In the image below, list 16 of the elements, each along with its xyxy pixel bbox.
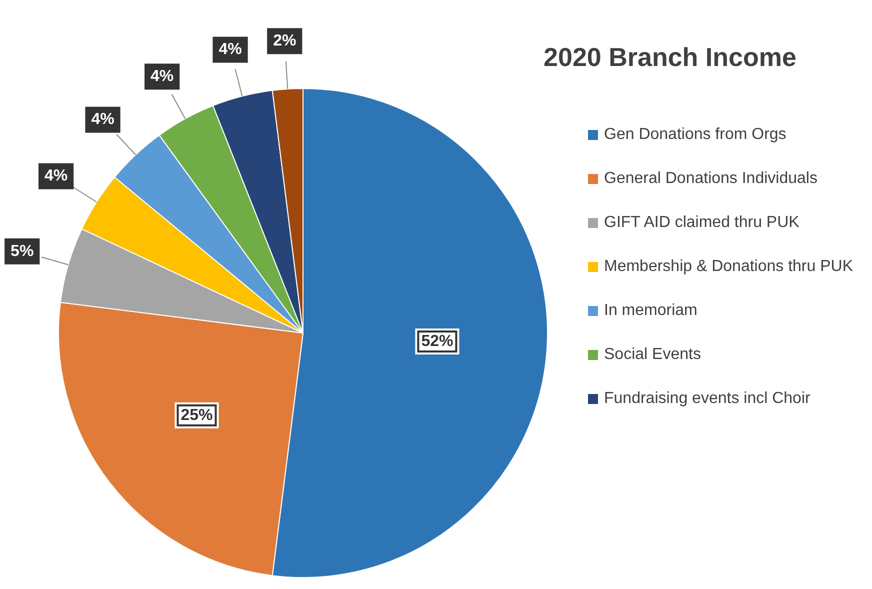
data-label: 52%	[421, 332, 454, 350]
data-label: 25%	[180, 406, 213, 424]
data-label: 2%	[273, 32, 296, 50]
data-label: 4%	[218, 41, 242, 58]
data-label: 4%	[150, 68, 174, 86]
data-label: 5%	[10, 242, 34, 260]
legend-label: In memoriam	[604, 301, 698, 321]
legend-label: GIFT AID claimed thru PUK	[604, 213, 800, 233]
legend-label: Membership & Donations thru PUK	[604, 257, 853, 277]
legend-label: General Donations Individuals	[604, 169, 818, 189]
chart-title: 2020 Branch Income	[542, 42, 798, 73]
legend-label: Social Events	[604, 345, 701, 365]
data-label: 4%	[91, 111, 114, 128]
legend-label: Gen Donations from Orgs	[604, 125, 786, 145]
legend-label: Fundraising events incl Choir	[604, 389, 810, 409]
data-label: 4%	[44, 168, 68, 185]
